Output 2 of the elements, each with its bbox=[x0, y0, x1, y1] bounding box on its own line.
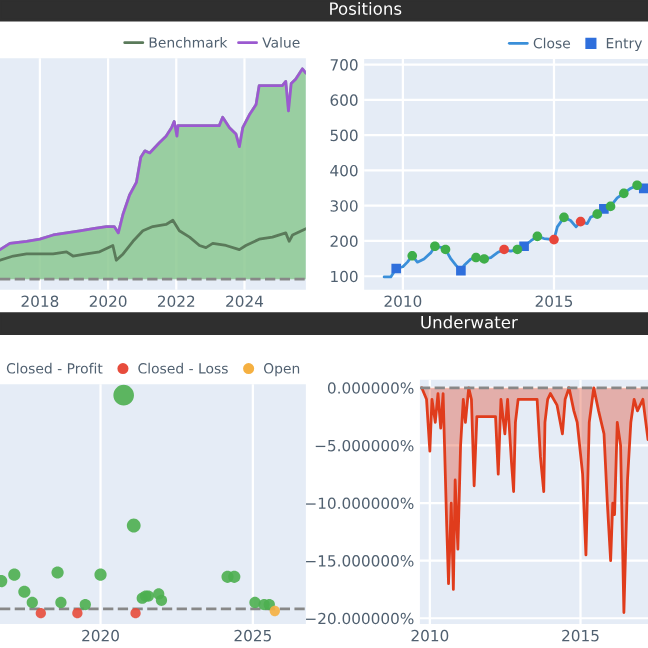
chart-title: Positions bbox=[330, 1, 402, 15]
chart-title: Underwater bbox=[421, 315, 518, 329]
